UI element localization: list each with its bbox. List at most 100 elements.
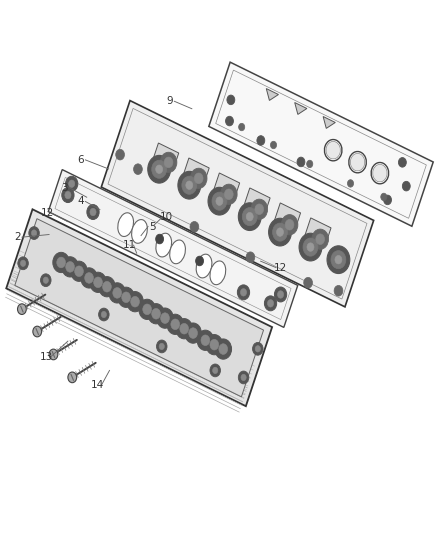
Text: 12: 12 [274, 263, 287, 272]
Polygon shape [48, 169, 298, 327]
Circle shape [178, 171, 201, 199]
Circle shape [268, 300, 274, 307]
Circle shape [246, 212, 253, 221]
Text: 11: 11 [123, 240, 136, 250]
Circle shape [148, 156, 170, 183]
Circle shape [65, 191, 71, 199]
Circle shape [143, 304, 152, 314]
Circle shape [246, 252, 255, 263]
Circle shape [176, 319, 192, 339]
Circle shape [297, 157, 305, 167]
Ellipse shape [350, 154, 365, 171]
Circle shape [212, 192, 227, 210]
Circle shape [403, 181, 410, 191]
Circle shape [66, 176, 78, 191]
Circle shape [191, 168, 207, 189]
Ellipse shape [131, 220, 147, 243]
Circle shape [152, 160, 166, 179]
Circle shape [190, 222, 199, 232]
Polygon shape [15, 219, 264, 397]
Circle shape [185, 323, 201, 343]
Circle shape [94, 277, 102, 288]
Polygon shape [244, 188, 270, 216]
Circle shape [268, 218, 291, 246]
Circle shape [29, 227, 39, 239]
Circle shape [41, 274, 51, 287]
Circle shape [87, 205, 99, 220]
Circle shape [118, 287, 134, 308]
Circle shape [156, 340, 167, 353]
Circle shape [206, 335, 223, 355]
Circle shape [186, 181, 193, 189]
Circle shape [182, 176, 197, 194]
Circle shape [347, 180, 353, 187]
Circle shape [62, 257, 78, 277]
Circle shape [152, 309, 160, 319]
Text: 2: 2 [14, 232, 21, 242]
Circle shape [255, 204, 264, 215]
Text: 10: 10 [160, 213, 173, 222]
Circle shape [196, 256, 204, 266]
Circle shape [189, 328, 198, 338]
Polygon shape [323, 117, 336, 128]
Circle shape [49, 349, 58, 360]
Circle shape [81, 268, 97, 288]
Text: 3: 3 [61, 183, 68, 192]
Circle shape [285, 220, 294, 230]
Circle shape [307, 243, 314, 252]
Circle shape [335, 255, 342, 264]
Circle shape [307, 160, 313, 168]
Circle shape [194, 173, 203, 184]
Text: 6: 6 [78, 155, 85, 165]
Circle shape [201, 335, 210, 345]
Ellipse shape [371, 163, 389, 184]
Circle shape [127, 292, 143, 312]
Circle shape [71, 261, 87, 281]
Circle shape [224, 189, 233, 200]
Circle shape [66, 262, 74, 272]
Circle shape [57, 257, 66, 268]
Circle shape [226, 116, 233, 126]
Polygon shape [305, 218, 331, 246]
Circle shape [255, 345, 261, 352]
Circle shape [159, 343, 164, 350]
Circle shape [171, 319, 180, 329]
Circle shape [242, 207, 257, 225]
Circle shape [53, 252, 70, 272]
Circle shape [113, 288, 122, 298]
Circle shape [215, 339, 232, 359]
Circle shape [161, 313, 170, 324]
Circle shape [102, 281, 111, 292]
Circle shape [101, 311, 106, 318]
Circle shape [216, 197, 223, 205]
Circle shape [220, 184, 237, 205]
Circle shape [90, 208, 96, 216]
Ellipse shape [118, 213, 134, 237]
Circle shape [33, 326, 42, 337]
Circle shape [272, 223, 287, 241]
Circle shape [109, 283, 126, 303]
Polygon shape [152, 143, 179, 171]
Circle shape [212, 367, 218, 374]
Circle shape [241, 374, 246, 381]
Circle shape [384, 195, 392, 205]
Circle shape [74, 266, 83, 277]
Circle shape [148, 304, 164, 324]
Circle shape [122, 292, 131, 303]
Circle shape [312, 229, 328, 249]
Ellipse shape [170, 240, 185, 264]
Circle shape [251, 199, 268, 220]
Circle shape [381, 193, 387, 200]
Polygon shape [101, 101, 374, 307]
Ellipse shape [156, 233, 172, 257]
Circle shape [240, 288, 247, 296]
Circle shape [139, 299, 155, 319]
Circle shape [210, 340, 219, 350]
Circle shape [276, 228, 283, 236]
Circle shape [303, 238, 318, 256]
Circle shape [210, 364, 220, 377]
Circle shape [237, 285, 250, 300]
Circle shape [99, 308, 109, 321]
Circle shape [116, 149, 124, 160]
Polygon shape [209, 62, 433, 226]
